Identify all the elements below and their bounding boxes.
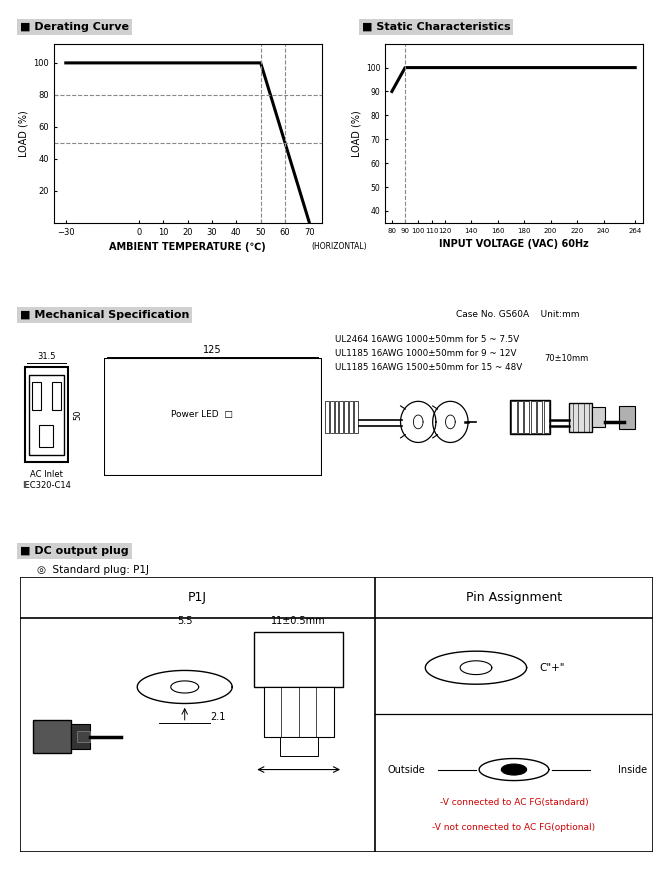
Text: 50: 50 xyxy=(73,409,82,420)
Bar xyxy=(531,401,536,434)
Bar xyxy=(29,374,64,454)
Bar xyxy=(264,687,334,737)
Text: ■ Derating Curve: ■ Derating Curve xyxy=(20,22,129,31)
Bar xyxy=(354,401,358,434)
Text: -V connected to AC FG(standard): -V connected to AC FG(standard) xyxy=(440,798,588,807)
Text: ■ Static Characteristics: ■ Static Characteristics xyxy=(362,22,511,31)
Bar xyxy=(525,401,529,434)
Text: 2.1: 2.1 xyxy=(210,712,225,722)
Text: 125: 125 xyxy=(204,345,222,355)
Bar xyxy=(537,401,542,434)
Text: ◎  Standard plug: P1J: ◎ Standard plug: P1J xyxy=(37,565,149,575)
Bar xyxy=(33,720,71,753)
Text: Inside: Inside xyxy=(618,765,647,774)
Bar xyxy=(31,382,41,410)
Bar xyxy=(325,401,329,434)
Bar xyxy=(592,407,605,427)
Bar xyxy=(349,401,353,434)
Bar xyxy=(510,400,550,434)
Text: P1J: P1J xyxy=(188,591,207,604)
Text: 70±10mm: 70±10mm xyxy=(544,354,588,363)
Text: 5.5: 5.5 xyxy=(177,616,192,626)
Bar xyxy=(340,401,343,434)
Bar xyxy=(255,632,343,687)
Y-axis label: LOAD (%): LOAD (%) xyxy=(352,110,362,156)
Text: Case No. GS60A    Unit:mm: Case No. GS60A Unit:mm xyxy=(456,310,579,319)
Text: Pin Assignment: Pin Assignment xyxy=(466,591,562,604)
Bar xyxy=(71,725,90,749)
Text: 11±0.5mm: 11±0.5mm xyxy=(271,616,326,626)
Circle shape xyxy=(501,764,527,775)
Text: Outside: Outside xyxy=(387,765,425,774)
Text: AC Inlet
IEC320-C14: AC Inlet IEC320-C14 xyxy=(22,470,70,490)
Text: C"+": C"+" xyxy=(539,662,565,673)
X-axis label: AMBIENT TEMPERATURE (℃): AMBIENT TEMPERATURE (℃) xyxy=(109,242,266,253)
Text: UL2464 16AWG 1000±50mm for 5 ~ 7.5V: UL2464 16AWG 1000±50mm for 5 ~ 7.5V xyxy=(335,335,519,343)
Text: ■ DC output plug: ■ DC output plug xyxy=(20,546,129,556)
Text: -V not connected to AC FG(optional): -V not connected to AC FG(optional) xyxy=(432,823,596,832)
Bar xyxy=(77,731,90,742)
Bar xyxy=(518,401,523,434)
Bar xyxy=(334,401,338,434)
Text: (HORIZONTAL): (HORIZONTAL) xyxy=(312,242,367,251)
Bar xyxy=(330,401,334,434)
Text: 31.5: 31.5 xyxy=(37,352,56,361)
Bar xyxy=(511,401,517,434)
Bar xyxy=(619,406,635,429)
Text: UL1185 16AWG 1000±50mm for 9 ~ 12V: UL1185 16AWG 1000±50mm for 9 ~ 12V xyxy=(335,349,517,357)
Bar xyxy=(279,737,318,756)
Bar xyxy=(40,425,53,447)
X-axis label: INPUT VOLTAGE (VAC) 60Hz: INPUT VOLTAGE (VAC) 60Hz xyxy=(440,239,589,249)
Bar xyxy=(570,403,592,432)
Bar xyxy=(52,382,61,410)
Bar xyxy=(543,401,549,434)
Text: UL1185 16AWG 1500±50mm for 15 ~ 48V: UL1185 16AWG 1500±50mm for 15 ~ 48V xyxy=(335,363,522,371)
Bar xyxy=(344,401,348,434)
Y-axis label: LOAD (%): LOAD (%) xyxy=(19,110,29,156)
Text: ■ Mechanical Specification: ■ Mechanical Specification xyxy=(20,310,190,320)
Text: Power LED  □: Power LED □ xyxy=(171,411,232,420)
